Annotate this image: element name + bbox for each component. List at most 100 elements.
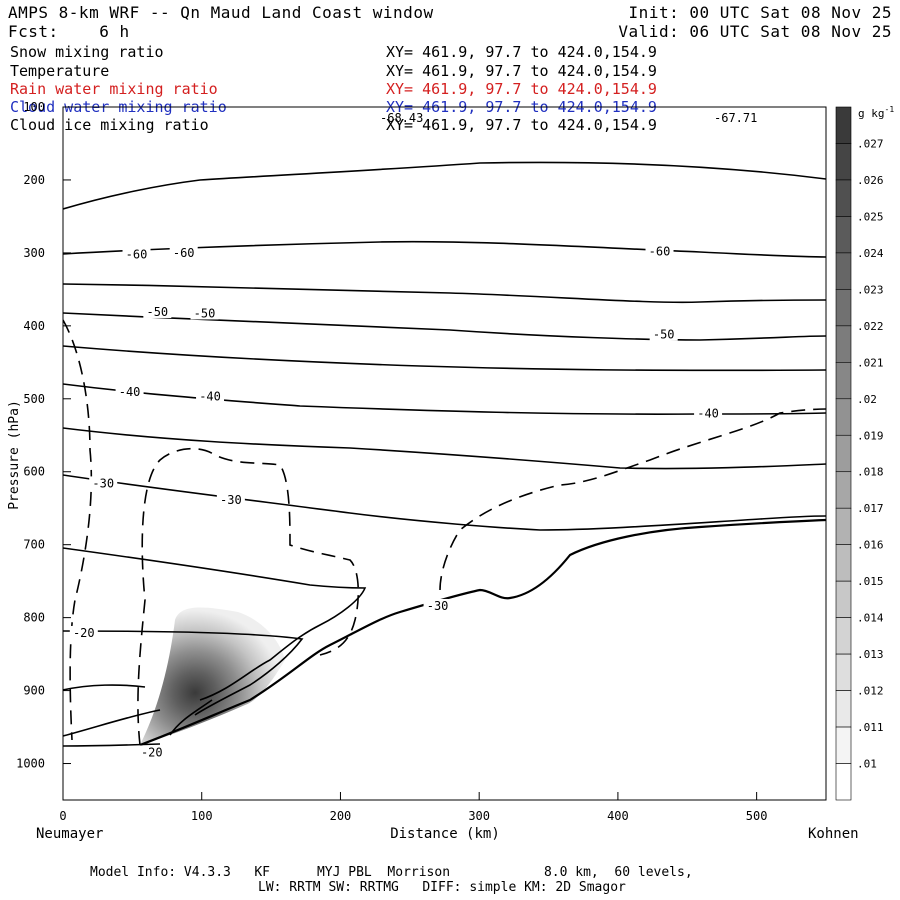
temperature-label-bg: [216, 493, 245, 507]
temperature-label-bg: [649, 327, 678, 341]
temperature-label-bg: [169, 245, 198, 259]
temperature-label-bg: [143, 304, 172, 318]
colorbar-level-label: .016: [857, 539, 884, 552]
y-axis: 100 200 300 400 500 600 700 800 900 1000: [16, 100, 71, 771]
colorbar-swatch: [835, 580, 852, 618]
colorbar-level-label: .01: [857, 758, 877, 771]
colorbar-level-label: .024: [857, 247, 884, 260]
y-tick-label: 1000: [16, 757, 45, 771]
colorbar-swatch: [835, 289, 852, 327]
model-info-line2: LW: RRTM SW: RRTMG DIFF: simple KM: 2D S…: [258, 880, 626, 895]
colorbar-swatch: [835, 252, 852, 290]
cloud-ice-left: [63, 319, 93, 741]
snow-shading: [140, 607, 285, 745]
temperature-label: -40: [119, 385, 141, 399]
colorbar-level-label: .02: [857, 393, 877, 406]
colorbar-level-label: .027: [857, 137, 884, 150]
x-tick-label: 200: [330, 809, 352, 823]
temperature-label-bg: [89, 476, 118, 490]
temperature-label: -30: [92, 476, 114, 490]
terrain-surface: [139, 518, 826, 747]
colorbar-swatch: [835, 617, 852, 655]
legend-temperature-xy: XY= 461.9, 97.7 to 424.0,154.9: [386, 62, 657, 80]
temperature-label: -20: [73, 626, 95, 640]
colorbar-unit: g kg-1: [858, 105, 894, 120]
colorbar-level-label: .025: [857, 210, 884, 223]
temperature-label: -40: [199, 390, 221, 404]
legend-rain-label: Rain water mixing ratio: [10, 80, 218, 98]
isotherm-m50: [63, 312, 826, 341]
x-tick-label: 400: [607, 809, 629, 823]
isotherm-m30: [63, 474, 826, 531]
cloud-ice-contours: [63, 319, 826, 746]
colorbar-level-label: .021: [857, 356, 884, 369]
legend-temperature-label: Temperature: [10, 62, 110, 80]
y-tick-label: 800: [23, 611, 45, 625]
x-tick-label: 100: [191, 809, 213, 823]
plot-content: [63, 161, 826, 747]
legend-snow-xy: XY= 461.9, 97.7 to 424.0,154.9: [386, 43, 657, 61]
colorbar-swatch: [835, 690, 852, 728]
y-tick-label: 500: [23, 392, 45, 406]
colorbar: .027 .026 .025 .024 .023 .022 .021 .02 .019 .018.…: [835, 106, 884, 801]
colorbar-level-label: .012: [857, 685, 884, 698]
temperature-label: -60: [126, 247, 148, 261]
isotherm-m45: [63, 345, 826, 372]
legend-cloudice-label: Cloud ice mixing ratio: [10, 116, 209, 134]
temperature-label-bg: [115, 385, 144, 399]
colorbar-swatch: [835, 726, 852, 764]
colorbar-swatch: [835, 179, 852, 217]
y-axis-label: Pressure (hPa): [7, 400, 22, 510]
temperature-label: -30: [220, 493, 242, 507]
temperature-label-bg: [423, 598, 452, 612]
y-tick-label: 700: [23, 538, 45, 552]
temperature-label: -50: [146, 305, 168, 319]
isotherm-m20: [63, 630, 304, 716]
valid-time: Valid: 06 UTC Sat 08 Nov 25: [618, 22, 892, 41]
left-end-label: Neumayer: [36, 826, 103, 842]
colorbar-swatch: [835, 507, 852, 545]
colorbar-swatch: [835, 544, 852, 582]
colorbar-swatch: [835, 216, 852, 254]
right-end-label: Kohnen: [808, 826, 859, 842]
colorbar-swatch: [835, 143, 852, 181]
cloud-ice-mid: [137, 447, 360, 746]
forecast-hour: Fcst: 6 h: [8, 22, 130, 41]
cloud-ice-right: [439, 408, 826, 591]
top-value-right: -67.71: [714, 111, 757, 125]
colorbar-level-label: .019: [857, 429, 884, 442]
temperature-label: -60: [649, 244, 671, 258]
model-info-line1: Model Info: V4.3.3 KF MYJ PBL Morrison 8…: [90, 865, 693, 880]
colorbar-unit-exponent: -1: [885, 105, 895, 114]
isotherm-m55: [63, 283, 826, 304]
legend-cloudice-xy: XY= 461.9, 97.7 to 424.0,154.9: [386, 116, 657, 134]
temperature-label: -40: [697, 406, 719, 420]
init-time: Init: 00 UTC Sat 08 Nov 25: [628, 3, 892, 22]
isotherm-top: [63, 161, 826, 210]
temperature-labels: -60 -60 -60 -50 -50 -50 -40 -40 -40 -30 -30 -30 -20 -…: [69, 244, 723, 760]
chart-title: AMPS 8-km WRF -- Qn Maud Land Coast wind…: [8, 3, 434, 22]
x-tick-label: 500: [746, 809, 768, 823]
colorbar-swatch: [835, 362, 852, 400]
temperature-label: -60: [173, 246, 195, 260]
temperature-contours: [63, 161, 826, 747]
colorbar-swatch: [835, 325, 852, 363]
temperature-label-bg: [69, 625, 98, 639]
isotherm-m15: [63, 684, 146, 691]
temperature-label-bg: [190, 306, 219, 320]
x-tick-label: 300: [468, 809, 490, 823]
temperature-label: -50: [194, 306, 216, 320]
colorbar-level-label: .017: [857, 502, 884, 515]
colorbar-level-label: .026: [857, 174, 884, 187]
colorbar-swatch: [835, 106, 852, 144]
colorbar-level-label: .014: [857, 612, 884, 625]
isotherm-m35: [63, 427, 826, 470]
colorbar-level-label: .011: [857, 721, 884, 734]
x-tick-label: 0: [59, 809, 66, 823]
y-tick-label: 300: [23, 246, 45, 260]
temperature-label-bg: [645, 244, 674, 258]
colorbar-swatch: [835, 434, 852, 473]
isotherm-bottom: [63, 743, 161, 747]
temperature-label-bg: [122, 247, 151, 261]
